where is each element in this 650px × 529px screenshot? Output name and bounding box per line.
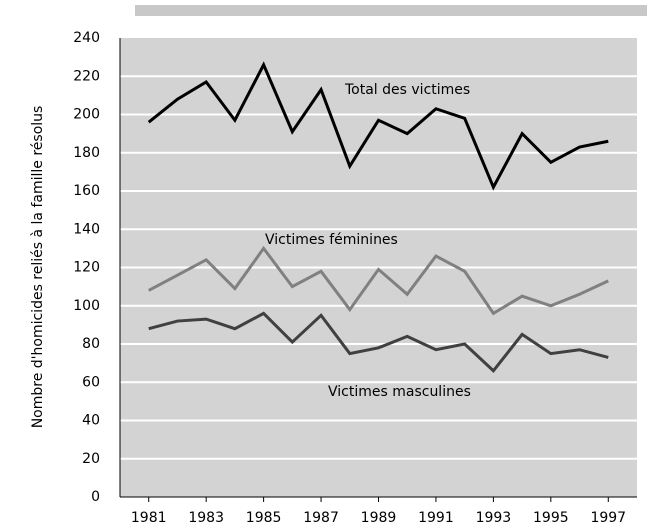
x-tick-label: 1993 <box>476 510 512 526</box>
x-tick-label: 1983 <box>188 510 224 526</box>
x-tick-label: 1989 <box>361 510 397 526</box>
y-tick-label: 240 <box>73 30 100 46</box>
y-tick-label: 20 <box>82 451 100 467</box>
x-tick-label: 1987 <box>303 510 339 526</box>
y-tick-label: 180 <box>73 145 100 161</box>
series-line <box>148 311 609 373</box>
series-label: Victimes féminines <box>265 232 398 248</box>
series-label: Total des victimes <box>344 82 470 98</box>
series-line <box>148 245 609 316</box>
y-tick-label: 60 <box>82 374 100 390</box>
y-tick-label: 120 <box>73 260 100 276</box>
y-tick-label: 200 <box>73 107 100 123</box>
x-tick-label: 1997 <box>590 510 626 526</box>
y-tick-label: 140 <box>73 221 100 237</box>
y-tick-label: 0 <box>91 489 100 505</box>
y-tick-label: 100 <box>73 298 100 314</box>
y-tick-label: 220 <box>73 68 100 84</box>
series-label: Victimes masculines <box>328 384 471 400</box>
y-axis-label: Nombre d'homicides reliés à la famille r… <box>30 106 46 429</box>
y-tick-label: 80 <box>82 336 100 352</box>
x-tick-label: 1981 <box>131 510 167 526</box>
y-tick-label: 160 <box>73 183 100 199</box>
x-tick-label: 1985 <box>246 510 282 526</box>
header-bar <box>135 5 647 16</box>
x-tick-label: 1995 <box>533 510 569 526</box>
y-tick-label: 40 <box>82 413 100 429</box>
series-line <box>147 61 609 191</box>
x-tick-label: 1991 <box>418 510 454 526</box>
